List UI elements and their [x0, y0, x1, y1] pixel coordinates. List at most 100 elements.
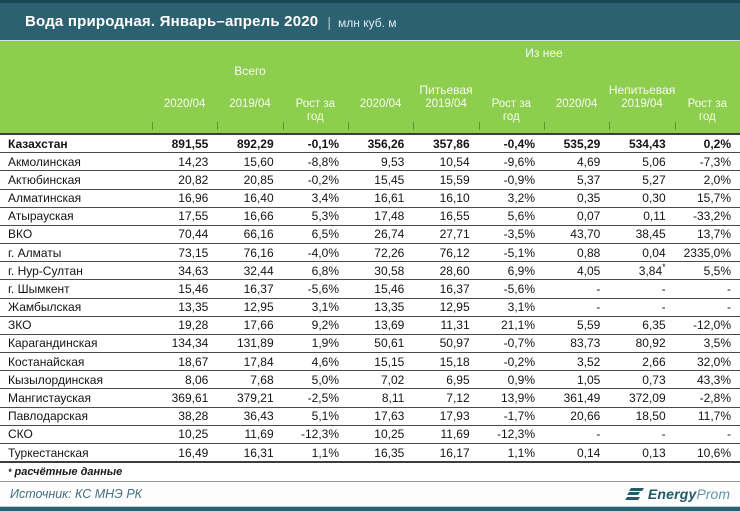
row-value: -5,1%	[503, 245, 535, 260]
row-value: 3,1%	[311, 300, 339, 315]
column-header: Рост за год	[687, 98, 728, 123]
row-region-name: СКО	[8, 427, 33, 442]
row-value: 5,0%	[311, 372, 339, 387]
row-value: 6,9%	[507, 263, 535, 278]
row-value: 16,17	[439, 445, 470, 460]
row-value: 16,40	[243, 191, 274, 206]
row-value: 17,48	[374, 209, 405, 224]
row-value: 7,12	[446, 390, 470, 405]
row-value: 10,25	[178, 427, 209, 442]
row-value: 10,25	[374, 427, 405, 442]
row-value: -12,3%	[300, 427, 339, 442]
row-region-name: Павлодарская	[8, 409, 88, 424]
row-value: 891,55	[171, 136, 209, 151]
row-value: -0,7%	[503, 336, 535, 351]
row-value: 3,4%	[311, 191, 339, 206]
group-header-drinking: Питьевая	[419, 83, 473, 97]
row-value: -0,2%	[307, 172, 339, 187]
row-value: 131,89	[236, 336, 274, 351]
row-value: -9,6%	[503, 154, 535, 169]
row-value: 28,60	[439, 263, 470, 278]
source-text: Источник: КС МНЭ РК	[10, 487, 143, 501]
row-value: 15,15	[374, 354, 405, 369]
row-value: 3,52	[576, 354, 601, 369]
column-boundary-tick	[282, 122, 284, 130]
table-row: СКО 10,25 11,69 -12,3% 10,25 11,69 -12,3% - - -	[0, 426, 740, 444]
row-value: 14,23	[178, 154, 209, 169]
row-value: 2,0%	[703, 172, 731, 187]
row-value: -	[596, 427, 601, 442]
row-value: 38,28	[178, 409, 209, 424]
column-boundary-tick	[217, 122, 219, 130]
row-region-name: ЗКО	[8, 318, 32, 333]
row-value: -	[727, 300, 731, 315]
row-value: 5,27	[642, 172, 666, 187]
row-value: 6,95	[446, 372, 470, 387]
row-value: -	[727, 281, 731, 296]
row-value: 8,06	[184, 372, 209, 387]
row-value: 80,92	[635, 336, 666, 351]
row-value: 8,11	[381, 390, 405, 405]
row-value: 11,31	[440, 318, 470, 333]
row-value: 34,63	[178, 263, 209, 278]
column-header: Рост за год	[295, 98, 336, 123]
row-value: 0,13	[642, 445, 666, 460]
row-region-name: Жамбылская	[8, 300, 82, 315]
row-value: 356,26	[367, 136, 405, 151]
row-value: 369,61	[171, 390, 209, 405]
page-title: Вода природная. Январь–апрель 2020	[25, 13, 319, 30]
row-value: 9,2%	[311, 318, 339, 333]
row-value: 15,46	[178, 281, 209, 296]
row-region-name: Мангистауская	[8, 390, 91, 405]
footnote: * расчётные данные	[0, 463, 740, 482]
row-value: 15,7%	[696, 191, 731, 206]
row-value: 12,95	[243, 300, 274, 315]
row-value: 70,44	[178, 227, 209, 242]
row-value: 5,1%	[311, 409, 339, 424]
row-value: 1,05	[576, 372, 601, 387]
row-value: 83,73	[570, 336, 601, 351]
group-header-of-it: Из нее	[525, 46, 563, 60]
row-value: 11,69	[244, 427, 274, 442]
row-value: -4,0%	[307, 245, 339, 260]
row-value: 9,53	[380, 154, 405, 169]
table-row: ЗКО 19,28 17,66 9,2% 13,69 11,31 21,1% 5,59 6,3…	[0, 317, 740, 335]
row-value: 6,35	[642, 318, 666, 333]
row-value: 134,34	[171, 336, 209, 351]
row-region-name: г. Нур-Султан	[8, 263, 83, 278]
row-value: 16,55	[439, 209, 470, 224]
row-value: -0,9%	[503, 172, 535, 187]
row-value: 17,55	[178, 209, 209, 224]
row-value: 6,8%	[311, 263, 339, 278]
row-region-name: Кызылординская	[8, 372, 103, 387]
row-value: 4,05	[576, 263, 601, 278]
energyprom-logo: Energy Prom	[625, 486, 730, 502]
row-region-name: ВКО	[8, 227, 33, 242]
row-value: 379,21	[236, 390, 274, 405]
column-headers: 2020/04 2019/04 Рост за год 2020/04 2019/04 Р…	[152, 98, 740, 124]
title-bar: Вода природная. Январь–апрель 2020 | млн…	[0, 0, 740, 41]
row-value: 357,86	[432, 136, 470, 151]
row-value: 534,43	[628, 136, 666, 151]
row-region-name: Карагандинская	[8, 336, 98, 351]
row-value: 26,74	[374, 227, 405, 242]
table-row: Костанайская 18,67 17,84 4,6% 15,15 15,18 -0,…	[0, 353, 740, 372]
row-value: 20,85	[243, 172, 274, 187]
row-value: -	[661, 300, 666, 315]
row-value: 2,66	[642, 354, 666, 369]
row-value: 16,96	[178, 191, 209, 206]
row-value: -2,8%	[699, 390, 731, 405]
column-boundary-tick	[674, 122, 676, 130]
row-value: 18,67	[178, 354, 209, 369]
row-value: -33,2%	[692, 209, 731, 224]
row-value: 1,1%	[507, 445, 535, 460]
row-value: 17,93	[439, 409, 470, 424]
row-value: 36,43	[243, 409, 274, 424]
row-value: 76,12	[439, 245, 470, 260]
row-value: 72,26	[374, 245, 405, 260]
row-value: 17,84	[243, 354, 274, 369]
row-value: 19,28	[178, 318, 209, 333]
row-value: -	[596, 300, 601, 315]
row-value: -12,3%	[496, 427, 535, 442]
row-value: 1,9%	[311, 336, 339, 351]
